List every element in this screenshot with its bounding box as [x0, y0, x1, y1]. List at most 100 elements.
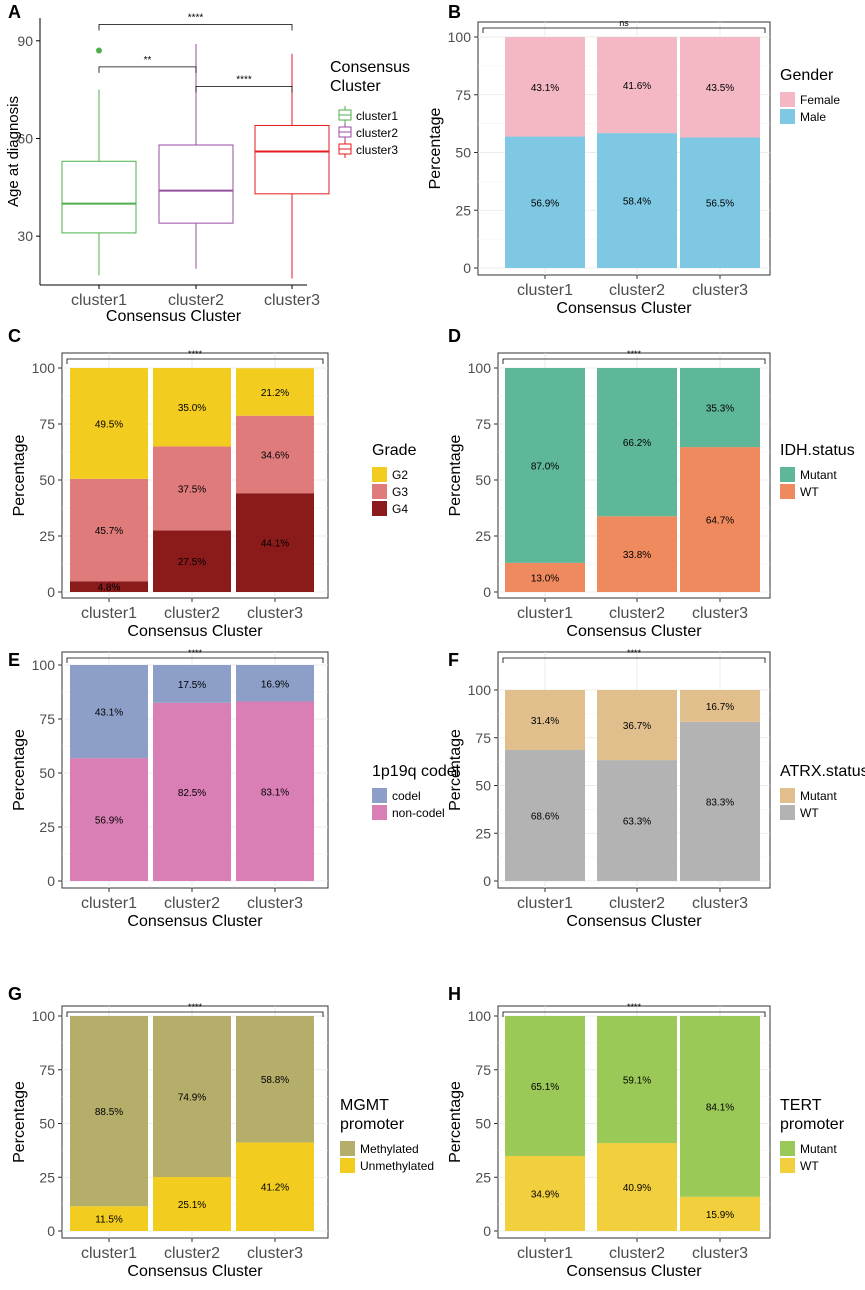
data-label: 11.5%	[95, 1215, 123, 1226]
x-tick-label: cluster1	[517, 282, 573, 299]
legend: 1p19q codel codel non-codel	[372, 763, 459, 820]
legend-item-label: G2	[392, 468, 408, 482]
bar-codel-cluster1	[70, 665, 148, 759]
x-axis-title: Consensus Cluster	[127, 913, 263, 930]
data-label: 64.7%	[706, 516, 734, 527]
legend-item-label: Mutant	[800, 789, 837, 803]
legend-item-label: cluster3	[356, 143, 398, 157]
y-tick-label: 75	[39, 1062, 55, 1078]
box-iqr	[254, 124, 330, 195]
bar-g4-cluster2	[153, 530, 231, 592]
legend: IDH.status Mutant WT	[780, 442, 855, 499]
panel-letter: G	[8, 984, 22, 1004]
significance-label: ****	[188, 1002, 203, 1012]
legend-title: TERT	[780, 1097, 822, 1114]
y-axis-title: Percentage	[447, 434, 464, 516]
y-axis-title: Percentage	[11, 1081, 28, 1163]
x-tick-label: cluster3	[692, 895, 748, 912]
data-label: 45.7%	[95, 526, 123, 537]
data-label: 41.6%	[623, 81, 651, 92]
bar-female-cluster1	[505, 37, 585, 137]
x-tick-label: cluster2	[164, 895, 220, 912]
x-axis-title: Consensus Cluster	[556, 300, 692, 317]
y-tick-label: 100	[468, 682, 492, 698]
significance-bracket	[195, 85, 293, 93]
y-tick-label: 75	[455, 87, 471, 103]
data-label: 68.6%	[531, 811, 559, 822]
data-label: 82.5%	[178, 788, 206, 799]
legend-swatch	[780, 92, 795, 107]
x-tick-label: cluster1	[71, 292, 127, 309]
significance-label: **	[144, 55, 152, 66]
panel-h: H 34.9% 40.9% 15.9% 65.1% 59.1% 84.1% **** 0 25 50…	[447, 984, 845, 1280]
data-label: 58.8%	[261, 1075, 289, 1086]
data-label: 43.1%	[95, 708, 123, 719]
legend: Consensus Cluster cluster1 cluster2 cluster3	[330, 59, 410, 158]
bar-non-codel-cluster3	[236, 701, 314, 881]
data-label: 65.1%	[531, 1082, 559, 1093]
box-cluster1	[61, 47, 137, 276]
legend-item-label: non-codel	[392, 806, 445, 820]
x-tick-label: cluster1	[517, 895, 573, 912]
legend-swatch	[372, 484, 387, 499]
bar-female-cluster2	[597, 37, 677, 134]
bar-wt-cluster3	[680, 721, 760, 881]
significance-label: ****	[188, 648, 203, 658]
legend: TERT promoter Mutant WT	[780, 1097, 845, 1173]
y-tick-label: 0	[47, 584, 55, 600]
bar-mutant-cluster1	[505, 1016, 585, 1156]
data-label: 56.9%	[95, 816, 123, 827]
data-label: 83.3%	[706, 797, 734, 808]
x-tick-label: cluster3	[247, 895, 303, 912]
bar-male-cluster3	[680, 137, 760, 268]
data-label: 43.5%	[706, 83, 734, 94]
legend-title: promoter	[340, 1116, 405, 1133]
legend-item-label: Female	[800, 93, 840, 107]
bar-wt-cluster1	[505, 749, 585, 881]
legend-swatch	[780, 1158, 795, 1173]
data-label: 34.6%	[261, 450, 289, 461]
legend-swatch	[340, 1141, 355, 1156]
bar-methylated-cluster3	[236, 1016, 314, 1143]
data-label: 43.1%	[531, 83, 559, 94]
significance-label: ****	[627, 1002, 642, 1012]
y-axis-title: Percentage	[427, 107, 444, 189]
data-label: 36.7%	[623, 721, 651, 732]
data-label: 16.7%	[706, 702, 734, 713]
data-label: 41.2%	[261, 1183, 289, 1194]
data-label: 84.1%	[706, 1102, 734, 1113]
x-tick-label: cluster2	[609, 605, 665, 622]
legend-title: promoter	[780, 1116, 845, 1133]
legend-title: Cluster	[330, 78, 381, 95]
y-tick-label: 60	[17, 130, 33, 146]
legend-swatch	[372, 467, 387, 482]
y-tick-label: 100	[468, 360, 492, 376]
legend-item-label: Mutant	[800, 468, 837, 482]
x-tick-label: cluster1	[517, 605, 573, 622]
legend-title: MGMT	[340, 1097, 389, 1114]
legend-item-label: cluster1	[356, 109, 398, 123]
x-tick-label: cluster1	[81, 1245, 137, 1262]
x-axis-title: Consensus Cluster	[566, 913, 702, 930]
legend: Grade G2 G3 G4	[372, 442, 417, 516]
data-label: 56.5%	[706, 199, 734, 210]
x-tick-label: cluster3	[692, 1245, 748, 1262]
y-tick-label: 25	[39, 1169, 55, 1185]
legend-item-label: WT	[800, 485, 819, 499]
x-tick-label: cluster1	[81, 895, 137, 912]
legend-swatch	[780, 467, 795, 482]
panel-letter: B	[448, 2, 461, 22]
legend-swatch	[780, 109, 795, 124]
x-axis-title: Consensus Cluster	[106, 308, 242, 325]
data-label: 21.2%	[261, 388, 289, 399]
legend-swatch	[780, 788, 795, 803]
panel-letter: A	[8, 2, 21, 22]
significance-bracket	[502, 657, 766, 663]
panel-letter: H	[448, 984, 461, 1004]
y-tick-label: 50	[39, 765, 55, 781]
legend-swatch	[780, 484, 795, 499]
data-label: 40.9%	[623, 1183, 651, 1194]
box-iqr	[158, 144, 234, 224]
bar-g2-cluster1	[70, 368, 148, 479]
